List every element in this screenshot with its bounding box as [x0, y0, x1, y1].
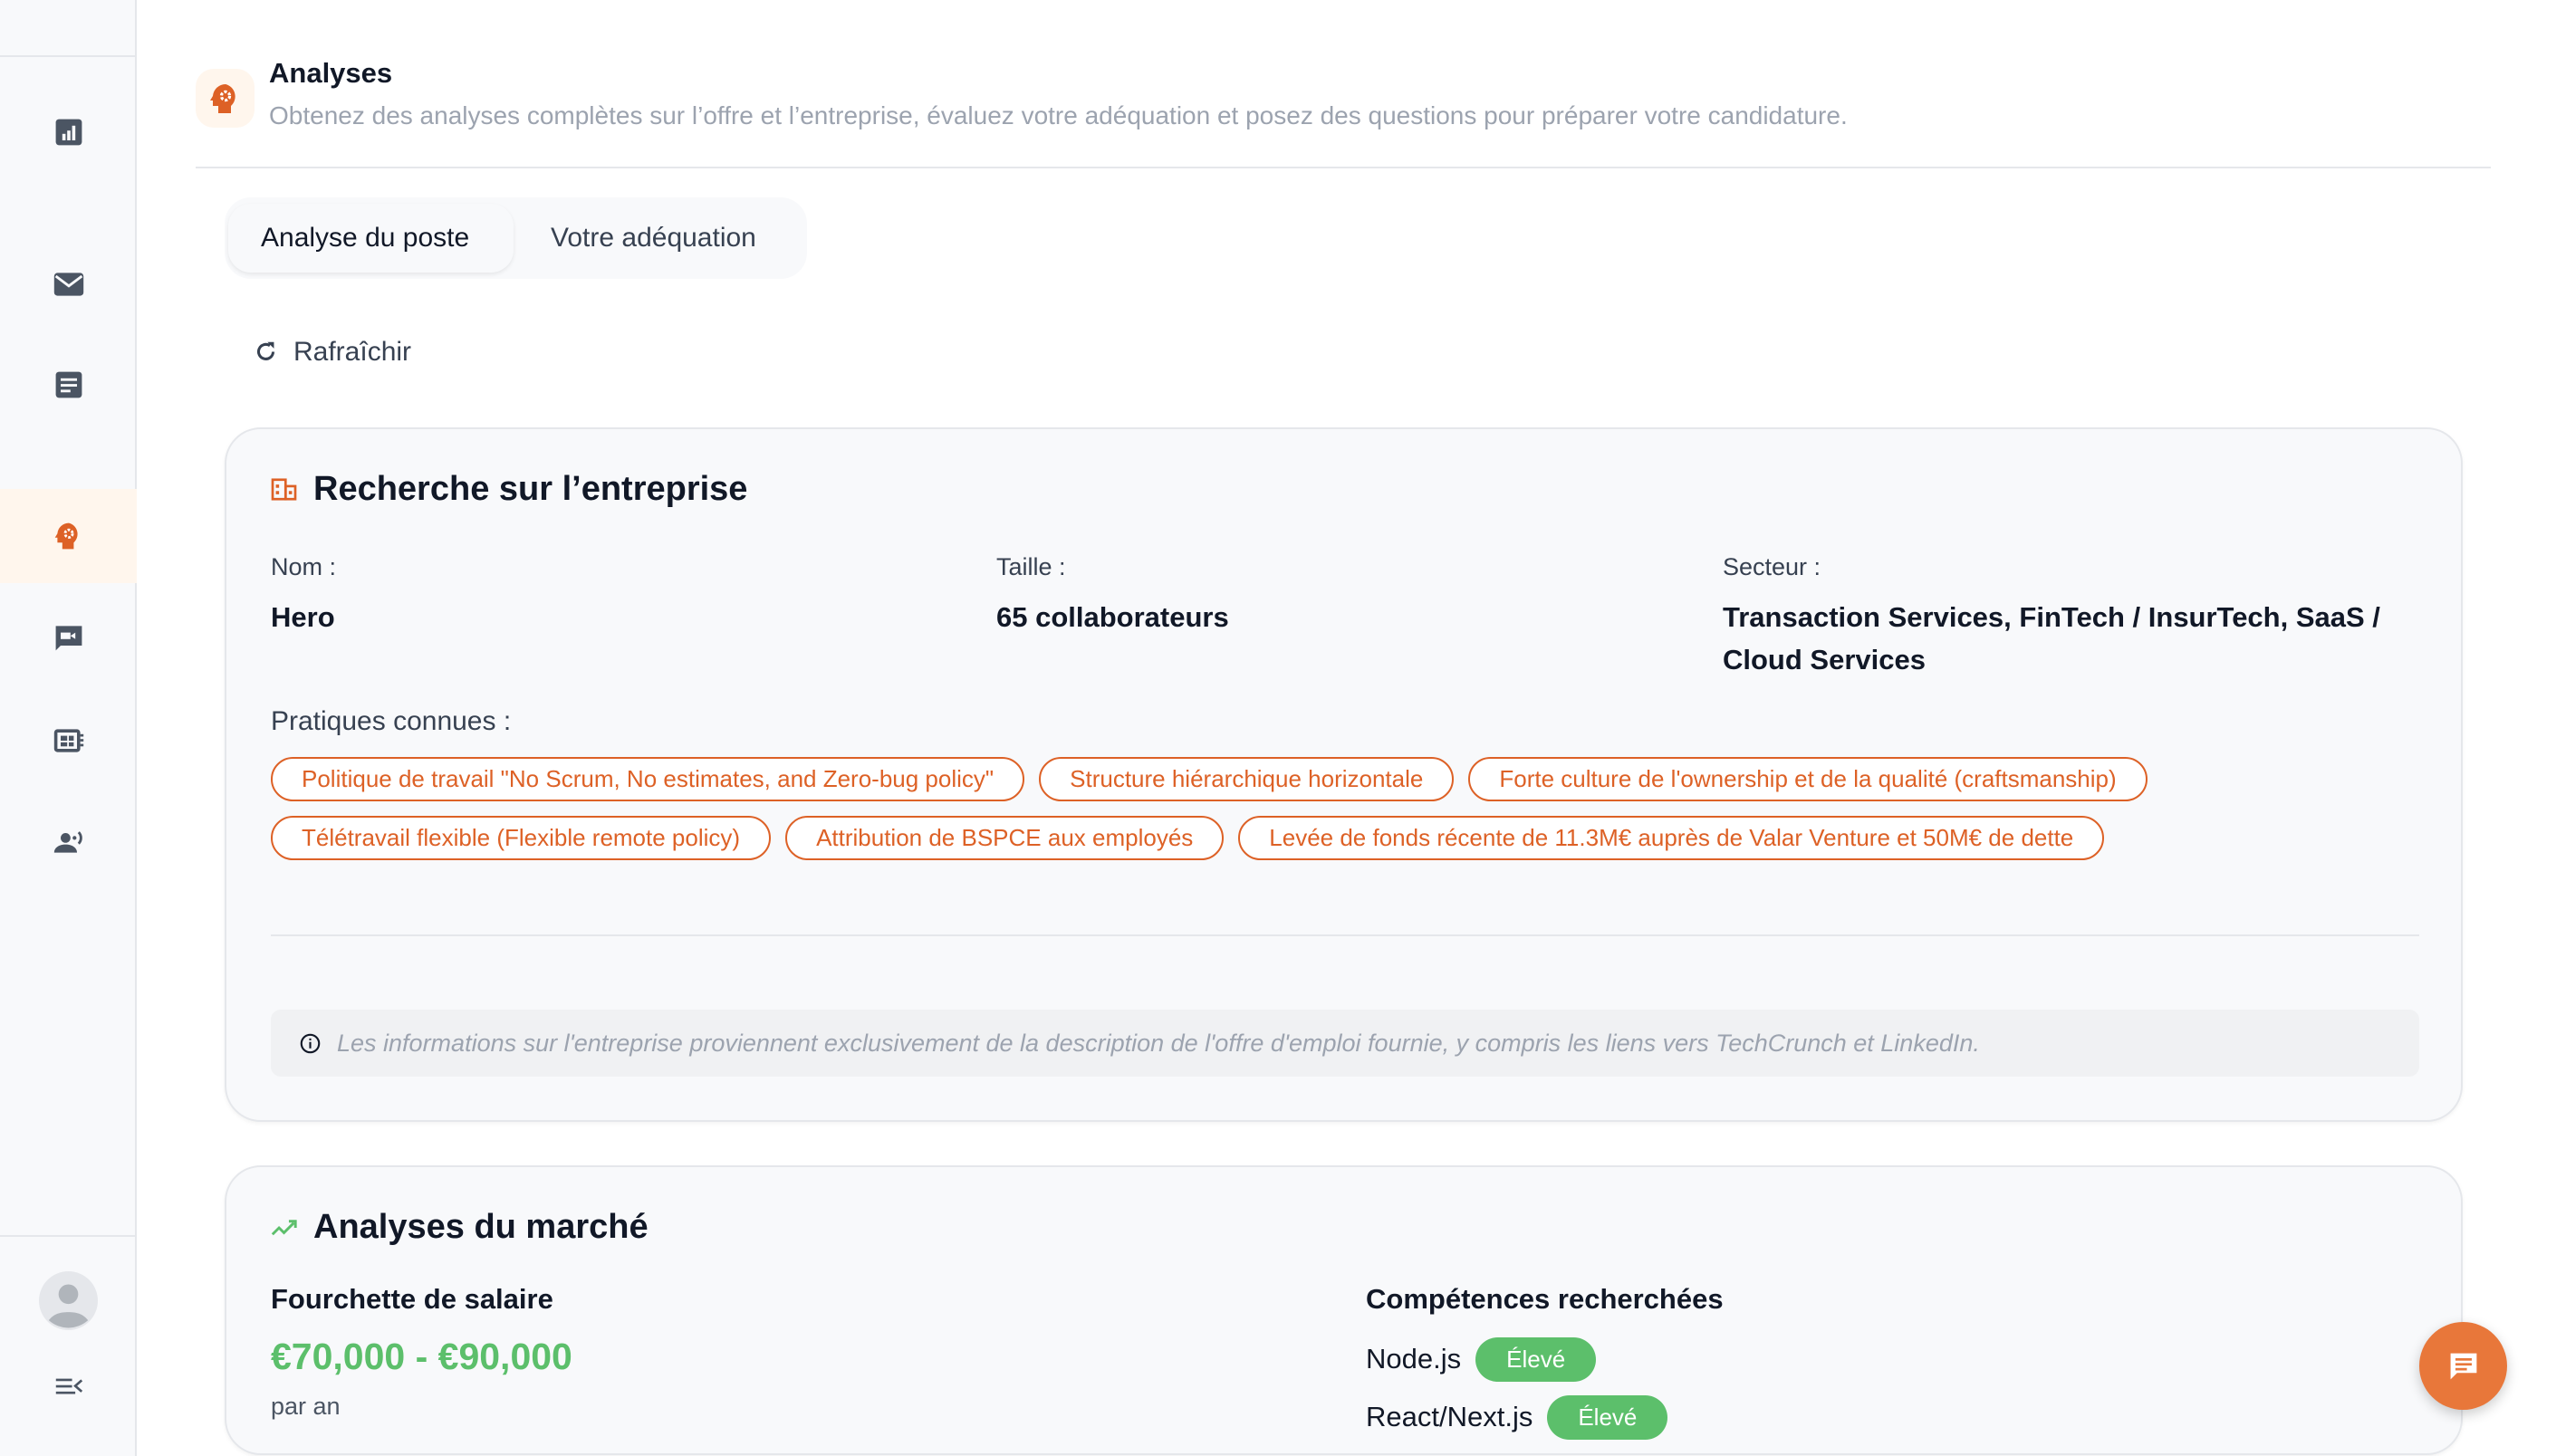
skill-name: React/Next.js	[1366, 1401, 1533, 1432]
avatar-icon	[39, 1271, 98, 1330]
header-divider	[196, 167, 2491, 168]
field-label: Taille :	[996, 553, 1066, 580]
tab-analyse-du-poste[interactable]: Analyse du poste	[228, 204, 514, 273]
skill-item: React/Next.js Élevé	[1366, 1394, 1724, 1441]
field-value: 65 collaborateurs	[996, 601, 1229, 633]
company-sector-field: Secteur : Transaction Services, FinTech …	[1723, 553, 2407, 681]
sidebar	[0, 0, 137, 1456]
chat-icon	[2450, 1353, 2476, 1379]
practice-tag: Structure hiérarchique horizontale	[1039, 757, 1455, 801]
company-title-text: Recherche sur l’entreprise	[313, 470, 748, 508]
skill-name: Node.js	[1366, 1343, 1462, 1375]
company-card-title: Recherche sur l’entreprise	[271, 470, 747, 509]
field-value: Hero	[271, 601, 335, 633]
field-label: Secteur :	[1723, 553, 1821, 580]
card-divider	[271, 934, 2419, 936]
sidebar-divider	[0, 1235, 137, 1237]
document-icon	[55, 371, 82, 398]
sidebar-item-document[interactable]	[0, 349, 137, 420]
main-content: Analyses Obtenez des analyses complètes …	[137, 0, 2556, 1456]
practices-tags: Politique de travail "No Scrum, No estim…	[271, 757, 2423, 860]
info-icon	[300, 1033, 321, 1053]
sidebar-item-video-chat[interactable]	[0, 601, 137, 673]
skill-level-badge: Élevé	[1475, 1336, 1597, 1382]
salary-period: par an	[271, 1393, 341, 1420]
building-icon	[271, 478, 297, 501]
info-note-text: Les informations sur l'entreprise provie…	[337, 1029, 1980, 1057]
practice-tag: Levée de fonds récente de 11.3M€ auprès …	[1238, 816, 2105, 860]
salary-section: Fourchette de salaire €70,000 - €90,000 …	[271, 1283, 572, 1421]
market-title-text: Analyses du marché	[313, 1208, 649, 1246]
psychology-icon	[209, 83, 235, 113]
sidebar-item-analyses[interactable]	[0, 489, 137, 583]
skills-section: Compétences recherchées Node.js Élevé Rea…	[1366, 1283, 1724, 1441]
company-research-card: Recherche sur l’entreprise Nom : Hero Ta…	[225, 427, 2463, 1122]
info-note: Les informations sur l'entreprise provie…	[271, 1010, 2419, 1077]
page-title: Analyses	[269, 57, 393, 89]
menu-collapse-icon	[55, 1378, 82, 1394]
market-card-title: Analyses du marché	[271, 1208, 649, 1247]
salary-title: Fourchette de salaire	[271, 1283, 553, 1315]
dashboard-icon	[53, 728, 83, 752]
analytics-icon	[55, 119, 82, 145]
skill-item: Node.js Élevé	[1366, 1336, 1724, 1383]
company-size-field: Taille : 65 collaborateurs	[996, 553, 1681, 638]
refresh-icon	[256, 341, 275, 360]
sidebar-item-mail[interactable]	[0, 248, 137, 320]
refresh-button[interactable]: Rafraîchir	[255, 332, 411, 371]
field-value: Transaction Services, FinTech / InsurTec…	[1723, 601, 2380, 675]
practices-label: Pratiques connues :	[271, 706, 512, 736]
salary-range: €70,000 - €90,000	[271, 1336, 572, 1377]
market-analysis-card: Analyses du marché Fourchette de salaire…	[225, 1165, 2463, 1455]
sidebar-item-voice[interactable]	[0, 805, 137, 876]
sidebar-item-analytics[interactable]	[0, 96, 137, 168]
tab-bar: Analyse du poste Votre adéquation	[225, 197, 807, 279]
psychology-icon	[54, 522, 78, 550]
user-avatar[interactable]	[0, 1265, 137, 1336]
field-label: Nom :	[271, 553, 337, 580]
trending-up-icon	[271, 1219, 297, 1235]
refresh-label: Rafraîchir	[293, 336, 412, 367]
sidebar-divider	[0, 55, 137, 57]
tab-votre-adequation[interactable]: Votre adéquation	[551, 223, 756, 253]
page-subtitle: Obtenez des analyses complètes sur l’off…	[269, 101, 1848, 129]
chat-button[interactable]	[2419, 1322, 2507, 1410]
voice-user-icon	[53, 830, 82, 853]
practice-tag: Forte culture de l'ownership et de la qu…	[1468, 757, 2148, 801]
practice-tag: Attribution de BSPCE aux employés	[785, 816, 1225, 860]
video-chat-icon	[55, 625, 82, 650]
mail-icon	[53, 272, 83, 296]
skills-title: Compétences recherchées	[1366, 1283, 1724, 1315]
collapse-sidebar-button[interactable]	[0, 1351, 137, 1422]
company-name-field: Nom : Hero	[271, 553, 956, 638]
header-icon-box	[196, 69, 255, 128]
sidebar-item-dashboard[interactable]	[0, 704, 137, 776]
skill-level-badge: Élevé	[1547, 1394, 1668, 1440]
practice-tag: Télétravail flexible (Flexible remote po…	[271, 816, 772, 860]
practice-tag: Politique de travail "No Scrum, No estim…	[271, 757, 1025, 801]
